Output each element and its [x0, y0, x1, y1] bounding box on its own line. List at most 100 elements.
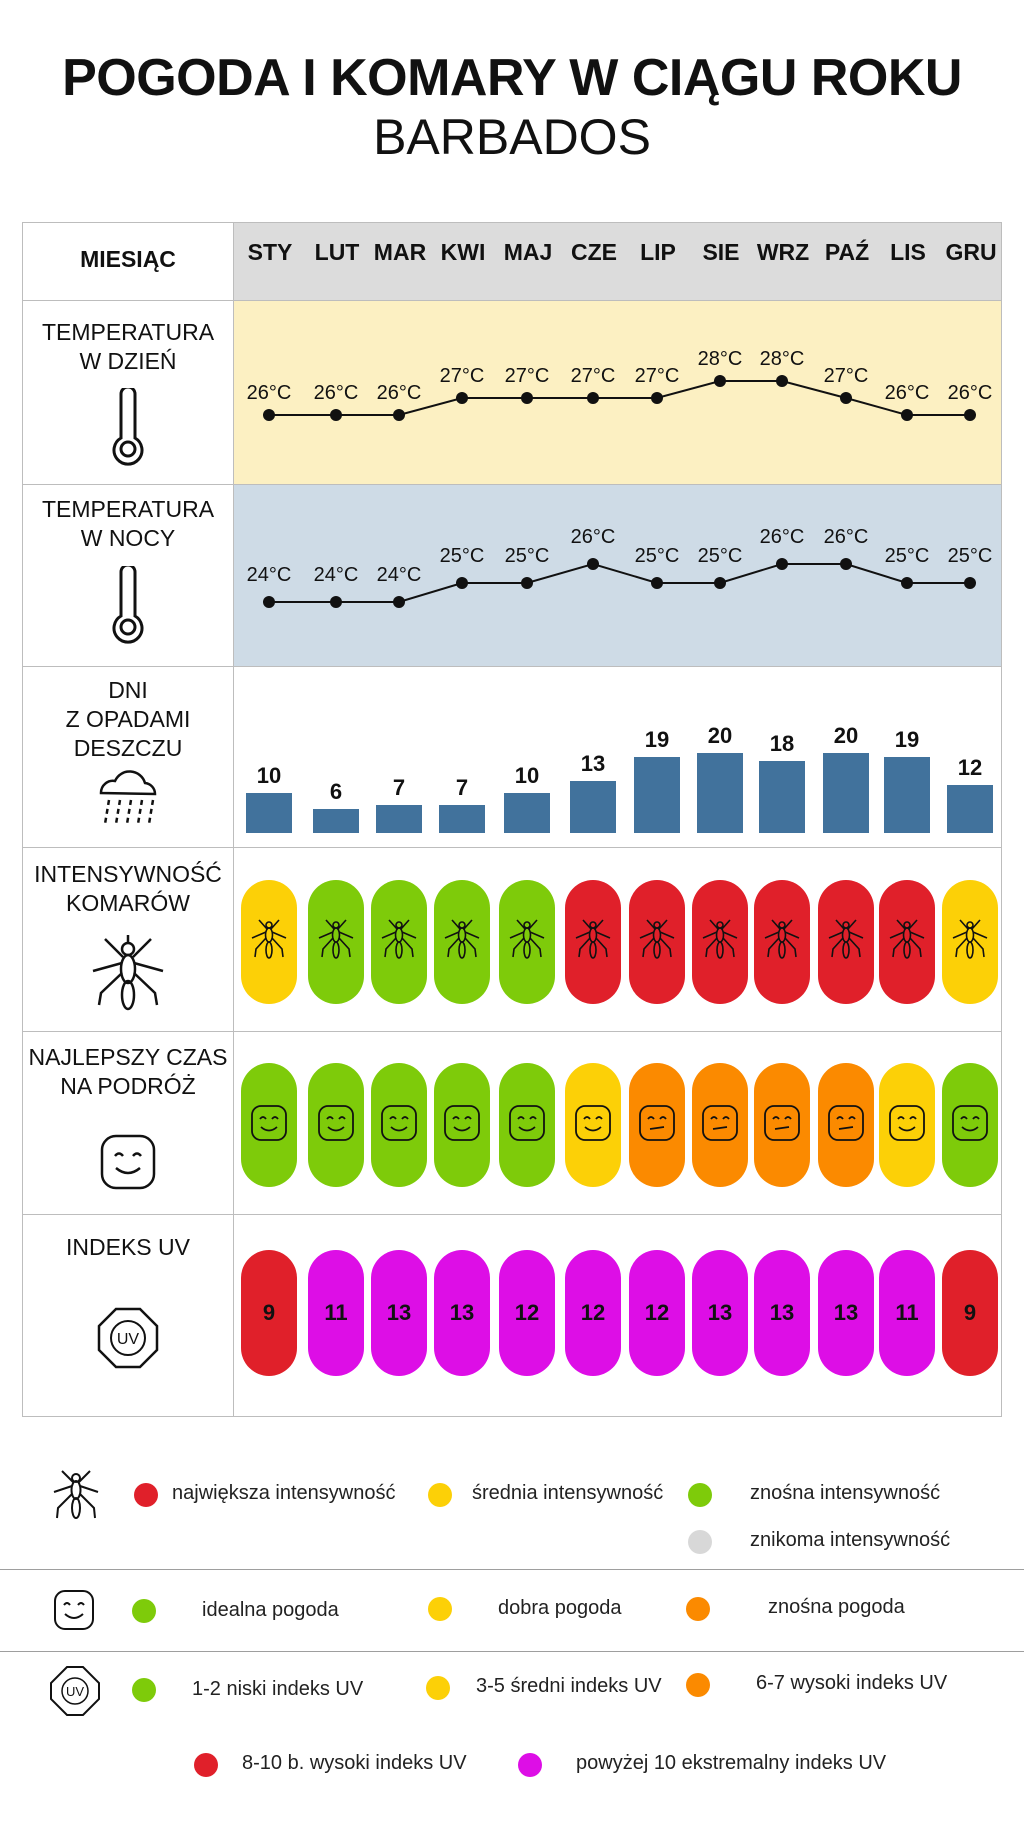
weather-level-pill	[565, 1063, 621, 1187]
day-temp-label: TEMPERATURA W DZIEŃ	[23, 318, 233, 376]
weather-level-pill	[308, 1063, 364, 1187]
legend-dot-green	[132, 1678, 156, 1702]
weather-level-pill	[241, 1063, 297, 1187]
legend-dot-red	[194, 1753, 218, 1777]
mosquito-icon	[573, 917, 613, 968]
smiley-icon	[54, 1590, 94, 1630]
neutral-face-icon	[638, 1104, 676, 1147]
row-divider	[23, 847, 1001, 848]
uv-index-value: 12	[580, 1300, 606, 1325]
day-temp-band	[234, 301, 1001, 484]
legend-dot-yellow	[428, 1597, 452, 1621]
uv-index-pill: 12	[499, 1250, 555, 1376]
best-time-label-line: NA PODRÓŻ	[60, 1073, 196, 1099]
legend-mosquito-high: największa intensywność	[172, 1482, 396, 1504]
month-header-lis: LIS	[890, 239, 926, 265]
uv-index-pill: 11	[308, 1250, 364, 1376]
uv-index-pill: 12	[629, 1250, 685, 1376]
smiley-icon	[508, 1104, 546, 1147]
mosquito-icon	[507, 917, 547, 968]
legend-mosquito-none: znikoma intensywność	[750, 1529, 951, 1551]
uv-index-pill: 9	[241, 1250, 297, 1376]
night-temp-label-line: W NOCY	[80, 525, 176, 551]
rain-days-label-line: DESZCZU	[73, 735, 183, 761]
uv-index-pill: 12	[565, 1250, 621, 1376]
uv-index-value: 13	[833, 1300, 859, 1325]
uv-label: INDEKS UV	[23, 1233, 233, 1262]
mosquito-level-pill	[308, 880, 364, 1004]
mosquito-icon	[316, 917, 356, 968]
uv-index-pill: 13	[434, 1250, 490, 1376]
legend-dot-yellow	[428, 1483, 452, 1507]
mosquito-icon	[92, 935, 164, 1011]
page-title: POGODA I KOMARY W CIĄGU ROKU	[62, 49, 962, 107]
month-header-sty: STY	[247, 239, 293, 265]
day-temp-label-line: TEMPERATURA	[41, 319, 215, 345]
legend-dot-green	[132, 1599, 156, 1623]
row-divider	[23, 666, 1001, 667]
mosquito-level-pill	[499, 880, 555, 1004]
row-divider	[23, 300, 1001, 301]
uv-index-pill: 9	[942, 1250, 998, 1376]
uv-index-value: 13	[707, 1300, 733, 1325]
legend-dot-red	[134, 1483, 158, 1507]
mosquito-icon	[700, 917, 740, 968]
mosquito-level-pill	[434, 880, 490, 1004]
legend-dot-yellow	[426, 1676, 450, 1700]
smiley-icon	[574, 1104, 612, 1147]
weather-level-pill	[434, 1063, 490, 1187]
night-temp-band	[234, 485, 1001, 666]
legend-dot-orange	[686, 1673, 710, 1697]
legend-mosquito-low: znośna intensywność	[750, 1482, 941, 1504]
month-header-kwi: KWI	[440, 239, 486, 265]
mosquito-label-line: INTENSYWNOŚĆ	[34, 861, 222, 887]
smiley-icon	[951, 1104, 989, 1147]
legend-uv-high: 6-7 wysoki indeks UV	[756, 1672, 948, 1694]
mosquito-level-pill	[942, 880, 998, 1004]
mosquito-level-pill	[818, 880, 874, 1004]
mosquito-icon	[826, 917, 866, 968]
weather-level-pill	[629, 1063, 685, 1187]
mosquito-icon	[950, 917, 990, 968]
column-divider	[233, 223, 234, 1416]
uv-index-value: 9	[262, 1300, 276, 1325]
uv-index-value: 12	[644, 1300, 670, 1325]
legend-uv-extreme: powyżej 10 ekstremalny indeks UV	[576, 1752, 887, 1774]
mosquito-level-pill	[629, 880, 685, 1004]
page-subtitle: BARBADOS	[373, 109, 651, 165]
row-divider	[23, 1214, 1001, 1215]
month-header-mar: MAR	[373, 239, 427, 265]
uv-index-value: 13	[769, 1300, 795, 1325]
uv-index-pill: 13	[818, 1250, 874, 1376]
mosquito-level-pill	[565, 880, 621, 1004]
night-temp-label-line: TEMPERATURA	[41, 496, 215, 522]
uv-index-value: 13	[449, 1300, 475, 1325]
legend-dot-orange	[686, 1597, 710, 1621]
month-column-header: MIESIĄC	[80, 246, 176, 272]
row-divider	[23, 484, 1001, 485]
legend-weather-ok: znośna pogoda	[768, 1596, 905, 1618]
rain-days-label-line: DNI	[108, 677, 148, 703]
uv-badge-icon: UV	[97, 1307, 159, 1369]
legend-uv-mid: 3-5 średni indeks UV	[476, 1675, 662, 1697]
svg-text:UV: UV	[66, 1684, 84, 1699]
best-time-label-line: NAJLEPSZY CZAS	[28, 1044, 228, 1070]
uv-index-pill: 11	[879, 1250, 935, 1376]
legend-dot-purple	[518, 1753, 542, 1777]
thermometer-icon	[112, 566, 144, 644]
neutral-face-icon	[701, 1104, 739, 1147]
uv-badge-icon: UV	[50, 1666, 100, 1716]
uv-index-value: 9	[963, 1300, 977, 1325]
night-temp-label: TEMPERATURA W NOCY	[23, 495, 233, 553]
uv-index-value: 11	[324, 1300, 348, 1325]
mosquito-level-pill	[692, 880, 748, 1004]
month-header-maj: MAJ	[503, 239, 553, 265]
month-header-lip: LIP	[640, 239, 676, 265]
legend-weather-good: dobra pogoda	[498, 1597, 622, 1619]
rain-days-label-line: Z OPADAMI	[65, 706, 191, 732]
best-time-label: NAJLEPSZY CZAS NA PODRÓŻ	[23, 1043, 233, 1101]
smiley-icon	[250, 1104, 288, 1147]
smiley-icon	[100, 1134, 156, 1190]
uv-index-value: 13	[386, 1300, 412, 1325]
weather-level-pill	[499, 1063, 555, 1187]
